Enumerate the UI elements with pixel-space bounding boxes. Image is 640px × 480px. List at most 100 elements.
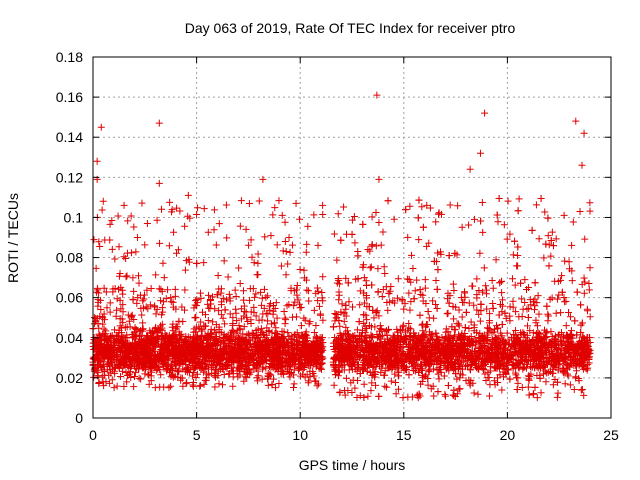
data-point bbox=[226, 310, 234, 318]
data-point bbox=[416, 311, 424, 319]
data-point bbox=[231, 350, 239, 358]
data-point bbox=[365, 303, 373, 311]
data-point bbox=[262, 294, 270, 302]
data-point bbox=[554, 389, 562, 397]
data-point bbox=[284, 329, 292, 337]
data-point bbox=[512, 308, 520, 316]
data-point bbox=[319, 273, 327, 281]
data-point bbox=[317, 364, 325, 372]
data-point bbox=[333, 336, 341, 344]
data-point bbox=[279, 341, 287, 349]
data-point bbox=[564, 372, 572, 380]
data-point bbox=[517, 329, 525, 337]
data-point bbox=[196, 382, 204, 390]
data-point bbox=[217, 311, 225, 319]
data-point bbox=[525, 305, 533, 313]
data-point bbox=[125, 317, 133, 325]
data-point bbox=[527, 347, 535, 355]
data-point bbox=[200, 368, 208, 376]
data-point bbox=[535, 310, 543, 318]
data-point bbox=[119, 301, 127, 309]
data-point bbox=[131, 340, 139, 348]
data-point bbox=[435, 209, 443, 217]
data-point bbox=[585, 286, 593, 294]
data-point bbox=[432, 218, 440, 226]
data-point bbox=[417, 362, 425, 370]
data-point bbox=[303, 286, 311, 294]
data-point bbox=[554, 345, 562, 353]
data-point bbox=[234, 354, 242, 362]
data-point bbox=[272, 329, 280, 337]
data-point bbox=[235, 345, 243, 353]
data-point bbox=[511, 281, 519, 289]
data-point bbox=[331, 310, 339, 318]
data-point bbox=[100, 382, 108, 390]
data-point bbox=[520, 363, 528, 371]
data-point bbox=[290, 380, 298, 388]
data-point bbox=[302, 353, 310, 361]
data-point bbox=[548, 294, 556, 302]
data-point bbox=[421, 284, 429, 292]
data-point bbox=[367, 263, 375, 271]
data-point bbox=[214, 358, 222, 366]
data-point bbox=[239, 361, 247, 369]
data-point bbox=[99, 320, 107, 328]
data-point bbox=[100, 337, 108, 345]
data-point bbox=[532, 201, 540, 209]
data-point bbox=[243, 368, 251, 376]
data-point bbox=[120, 383, 128, 391]
data-point bbox=[425, 367, 433, 375]
data-point bbox=[196, 363, 204, 371]
data-point bbox=[570, 386, 578, 394]
data-point bbox=[156, 326, 164, 334]
data-point bbox=[278, 327, 286, 335]
data-point bbox=[113, 382, 121, 390]
data-point bbox=[225, 290, 233, 298]
data-point bbox=[237, 197, 245, 205]
data-point bbox=[151, 342, 159, 350]
data-point bbox=[309, 369, 317, 377]
data-point bbox=[440, 372, 448, 380]
data-point bbox=[537, 389, 545, 397]
data-point bbox=[544, 317, 552, 325]
data-point bbox=[409, 265, 417, 273]
data-point bbox=[518, 384, 526, 392]
data-point bbox=[244, 351, 252, 359]
data-point bbox=[509, 303, 517, 311]
data-point bbox=[316, 354, 324, 362]
data-point bbox=[221, 334, 229, 342]
data-point bbox=[143, 342, 151, 350]
data-point bbox=[153, 216, 161, 224]
data-point bbox=[163, 341, 171, 349]
data-point bbox=[311, 345, 319, 353]
data-point bbox=[310, 341, 318, 349]
data-point bbox=[181, 306, 189, 314]
data-point bbox=[185, 340, 193, 348]
data-point bbox=[157, 297, 165, 305]
data-point bbox=[149, 348, 157, 356]
data-point bbox=[342, 274, 350, 282]
data-point bbox=[375, 218, 383, 226]
data-point bbox=[235, 264, 243, 272]
data-point bbox=[387, 377, 395, 385]
data-point bbox=[264, 292, 272, 300]
data-point bbox=[181, 286, 189, 294]
data-point bbox=[533, 394, 541, 402]
data-point bbox=[368, 241, 376, 249]
data-point bbox=[240, 323, 248, 331]
data-point bbox=[551, 341, 559, 349]
data-point bbox=[246, 359, 254, 367]
data-point bbox=[229, 319, 237, 327]
data-point bbox=[98, 206, 106, 214]
data-point bbox=[379, 286, 387, 294]
data-point bbox=[540, 370, 548, 378]
data-point bbox=[309, 355, 317, 363]
data-point bbox=[481, 342, 489, 350]
data-point bbox=[473, 275, 481, 283]
data-point bbox=[518, 312, 526, 320]
data-point bbox=[210, 226, 218, 234]
data-point bbox=[180, 343, 188, 351]
data-point bbox=[176, 335, 184, 343]
data-point bbox=[498, 289, 506, 297]
data-point bbox=[534, 322, 542, 330]
